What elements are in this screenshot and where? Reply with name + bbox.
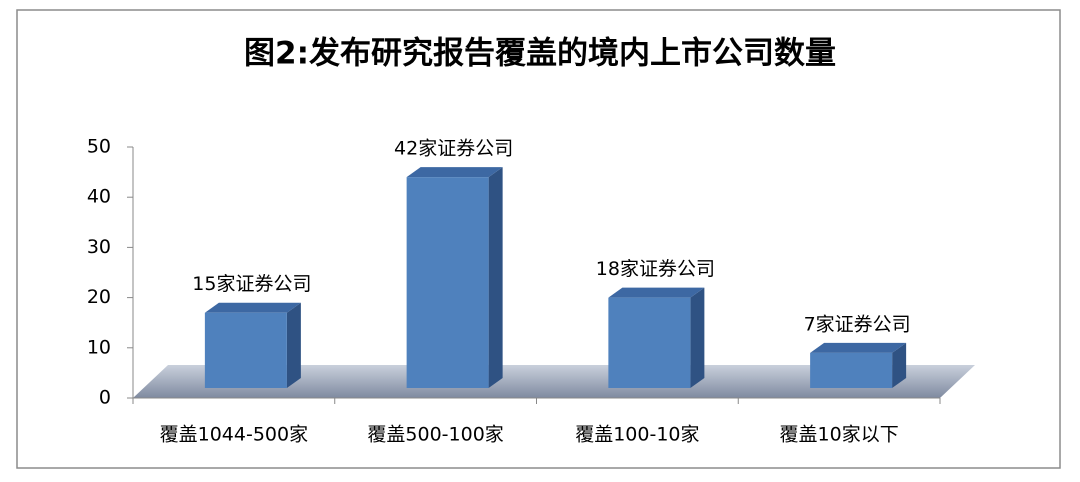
y-tick-label: 50 [87, 136, 111, 158]
chart-title: 图2:发布研究报告覆盖的境内上市公司数量 [244, 36, 836, 72]
bar-front [204, 312, 287, 388]
bar-top [608, 287, 705, 298]
bar-side [488, 167, 503, 388]
bar [406, 167, 503, 388]
bar-side [286, 302, 301, 388]
bar-front [608, 297, 691, 388]
bar-top [406, 167, 503, 178]
x-tick-label: 覆盖100-10家 [575, 424, 699, 446]
floor [133, 365, 975, 398]
data-label: 7家证券公司 [804, 313, 911, 335]
bar-top [204, 302, 301, 313]
data-label: 18家证券公司 [596, 258, 715, 280]
bar [810, 342, 907, 388]
bar [204, 302, 301, 388]
bar-front [406, 177, 489, 388]
x-tick-label: 覆盖500-100家 [367, 424, 503, 446]
bar-top [810, 342, 907, 353]
y-tick-label: 30 [87, 236, 111, 258]
data-label: 42家证券公司 [394, 138, 513, 160]
data-label: 15家证券公司 [192, 273, 311, 295]
y-tick-label: 0 [99, 387, 111, 409]
chart-border [16, 9, 1061, 469]
bar-side [892, 342, 907, 388]
y-tick-label: 10 [87, 336, 111, 358]
x-tick-label: 覆盖1044-500家 [160, 424, 308, 446]
y-tick-label: 40 [87, 186, 111, 208]
x-tick-label: 覆盖10家以下 [780, 424, 899, 446]
bar-front [810, 352, 893, 388]
bar [608, 287, 705, 388]
y-tick-label: 20 [87, 286, 111, 308]
bar-side [690, 287, 705, 388]
